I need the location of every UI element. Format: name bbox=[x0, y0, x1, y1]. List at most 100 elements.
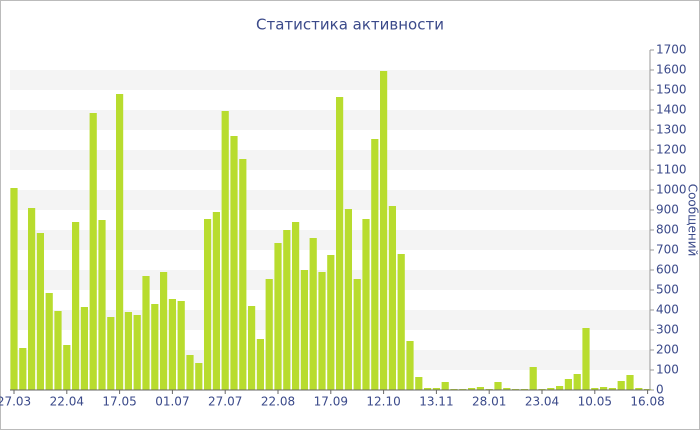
bar bbox=[309, 238, 317, 390]
bar bbox=[274, 243, 282, 390]
bar bbox=[300, 270, 308, 390]
bar bbox=[494, 382, 502, 390]
bar bbox=[468, 388, 476, 390]
x-tick-label: 27.03 bbox=[0, 395, 31, 409]
bar bbox=[432, 388, 440, 390]
y-tick-label: 1100 bbox=[656, 163, 687, 177]
bar bbox=[36, 233, 44, 390]
y-tick-label: 100 bbox=[656, 363, 679, 377]
y-tick-label: 1400 bbox=[656, 103, 687, 117]
bar bbox=[591, 388, 599, 390]
bar bbox=[142, 276, 150, 390]
bar bbox=[529, 367, 537, 390]
y-tick-label: 1000 bbox=[656, 183, 687, 197]
bar bbox=[283, 230, 291, 390]
bar bbox=[151, 304, 159, 390]
bar bbox=[424, 388, 432, 390]
bar bbox=[107, 317, 115, 390]
bar bbox=[186, 355, 194, 390]
bar bbox=[239, 159, 247, 390]
x-tick-label: 28.01 bbox=[472, 395, 506, 409]
bar bbox=[503, 388, 511, 390]
bar bbox=[212, 212, 220, 390]
bar bbox=[221, 111, 229, 390]
bar bbox=[72, 222, 80, 390]
bar bbox=[80, 307, 88, 390]
bar bbox=[388, 206, 396, 390]
bar bbox=[63, 345, 71, 390]
bar bbox=[415, 377, 423, 390]
x-tick-label: 16.08 bbox=[630, 395, 664, 409]
bar bbox=[582, 328, 590, 390]
bar bbox=[19, 348, 27, 390]
bar bbox=[547, 388, 555, 390]
bar bbox=[230, 136, 238, 390]
bar bbox=[124, 312, 132, 390]
y-tick-label: 500 bbox=[656, 283, 679, 297]
bar bbox=[54, 311, 62, 390]
bar bbox=[626, 375, 634, 390]
bar bbox=[265, 279, 273, 390]
bar bbox=[406, 341, 414, 390]
bar bbox=[10, 188, 18, 390]
bar bbox=[168, 299, 176, 390]
bar bbox=[556, 386, 564, 390]
bar bbox=[441, 382, 449, 390]
x-tick-label: 27.07 bbox=[208, 395, 242, 409]
bar bbox=[28, 208, 36, 390]
grid-band bbox=[10, 190, 650, 210]
bar bbox=[204, 219, 212, 390]
bar bbox=[327, 255, 335, 390]
bar bbox=[133, 315, 141, 390]
bar bbox=[292, 222, 300, 390]
y-tick-label: 1600 bbox=[656, 63, 687, 77]
bar bbox=[256, 339, 264, 390]
bar bbox=[371, 139, 379, 390]
y-tick-label: 1200 bbox=[656, 143, 687, 157]
grid-band bbox=[10, 150, 650, 170]
bar bbox=[476, 387, 484, 390]
bar bbox=[608, 388, 616, 390]
x-tick-label: 22.08 bbox=[261, 395, 295, 409]
bar bbox=[397, 254, 405, 390]
y-axis-label: Сообщений bbox=[686, 184, 700, 257]
bar bbox=[573, 374, 581, 390]
bar bbox=[617, 381, 625, 390]
y-tick-label: 1500 bbox=[656, 83, 687, 97]
y-tick-label: 400 bbox=[656, 303, 679, 317]
x-tick-label: 10.05 bbox=[578, 395, 612, 409]
x-tick-label: 17.05 bbox=[102, 395, 136, 409]
grid-band bbox=[10, 70, 650, 90]
bar bbox=[362, 219, 370, 390]
bar bbox=[635, 388, 643, 390]
bar bbox=[248, 306, 256, 390]
bar bbox=[318, 272, 326, 390]
grid-band bbox=[10, 110, 650, 130]
bar bbox=[116, 94, 124, 390]
y-tick-label: 1300 bbox=[656, 123, 687, 137]
y-tick-label: 600 bbox=[656, 263, 679, 277]
bar bbox=[98, 220, 106, 390]
bar bbox=[353, 279, 361, 390]
bar bbox=[380, 71, 388, 390]
bar bbox=[344, 209, 352, 390]
x-tick-label: 22.04 bbox=[50, 395, 84, 409]
y-tick-label: 800 bbox=[656, 223, 679, 237]
y-tick-label: 200 bbox=[656, 343, 679, 357]
y-tick-label: 1700 bbox=[656, 43, 687, 57]
bar bbox=[89, 113, 97, 390]
bar bbox=[45, 293, 53, 390]
bar bbox=[564, 379, 572, 390]
y-tick-label: 0 bbox=[656, 383, 664, 397]
x-tick-label: 17.09 bbox=[314, 395, 348, 409]
y-tick-label: 900 bbox=[656, 203, 679, 217]
x-tick-label: 12.10 bbox=[366, 395, 400, 409]
grid-band bbox=[10, 230, 650, 250]
x-tick-label: 23.04 bbox=[525, 395, 559, 409]
chart-title: Статистика активности bbox=[256, 16, 444, 34]
x-tick-label: 13.11 bbox=[419, 395, 453, 409]
y-tick-label: 300 bbox=[656, 323, 679, 337]
bar bbox=[336, 97, 344, 390]
y-tick-label: 700 bbox=[656, 243, 679, 257]
